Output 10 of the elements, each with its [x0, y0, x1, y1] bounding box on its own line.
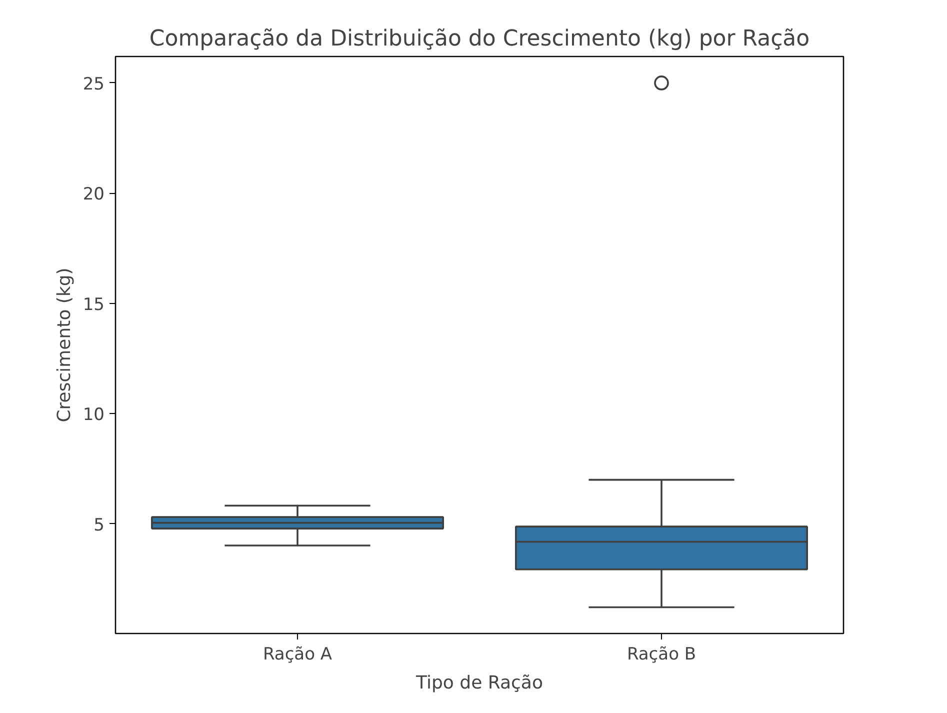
x-axis-title: Tipo de Ração [415, 672, 543, 694]
chart-title: Comparação da Distribuição do Crescimento (kg) por Ração [149, 26, 810, 52]
y-tick-label: 10 [82, 405, 105, 426]
y-tick-label: 25 [82, 74, 105, 94]
y-tick-label: 5 [94, 515, 105, 536]
x-tick-label: Ração A [262, 644, 332, 664]
y-tick-label: 15 [82, 294, 105, 315]
x-tick-label: Ração B [626, 644, 696, 664]
y-axis-title: Crescimento (kg) [54, 268, 75, 422]
y-tick-label: 20 [82, 184, 105, 205]
